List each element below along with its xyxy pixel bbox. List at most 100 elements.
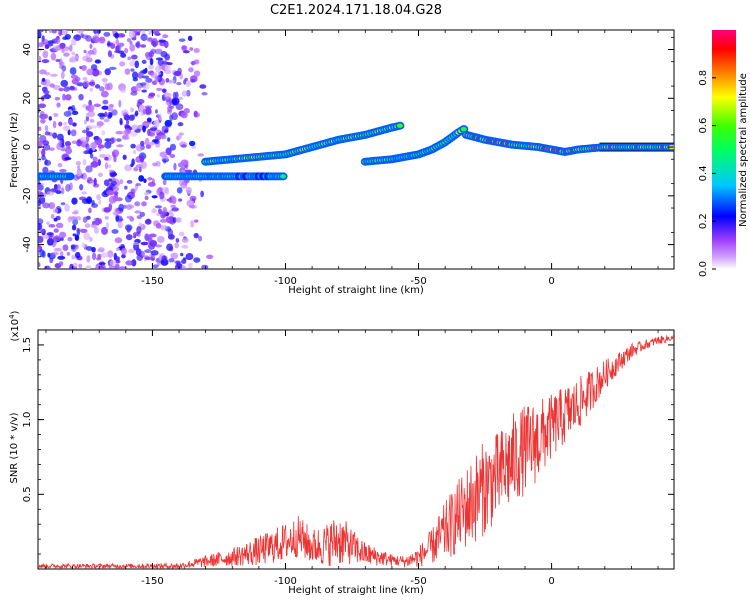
noise-blob	[75, 216, 82, 221]
noise-blob	[80, 136, 87, 142]
noise-blob	[85, 127, 90, 133]
noise-blob	[98, 86, 105, 92]
noise-blob	[125, 234, 133, 241]
snr-series-line	[38, 335, 674, 569]
noise-blob	[176, 82, 182, 86]
noise-blob	[164, 119, 173, 127]
noise-blob	[160, 134, 167, 140]
noise-blob	[104, 138, 112, 142]
noise-blob	[87, 110, 96, 118]
noise-blob	[41, 148, 46, 157]
noise-blob	[88, 207, 92, 214]
noise-blob	[44, 131, 51, 136]
noise-blob	[39, 228, 47, 234]
noise-blob	[98, 199, 102, 205]
noise-blob	[64, 140, 71, 147]
noise-blob	[152, 264, 159, 269]
noise-blob	[114, 237, 123, 244]
noise-blob	[76, 139, 82, 147]
colorbar-ticks: 0.0 0.2 0.4 0.6 0.8	[698, 70, 716, 277]
noise-blob	[73, 262, 78, 269]
noise-blob	[155, 244, 163, 248]
noise-blob	[70, 55, 79, 60]
noise-blob	[138, 175, 145, 182]
noise-blob	[193, 70, 201, 77]
noise-blob	[85, 57, 93, 63]
noise-blob	[42, 113, 49, 119]
noise-blob	[82, 216, 88, 223]
noise-blob	[178, 198, 183, 202]
noise-blob	[38, 140, 43, 149]
noise-blob	[53, 228, 59, 233]
noise-blob	[104, 216, 109, 220]
noise-blob	[147, 177, 153, 181]
noise-blob	[83, 119, 88, 125]
y-tick-label: -40	[22, 236, 33, 252]
noise-blob	[120, 52, 127, 58]
noise-blob	[182, 50, 190, 54]
noise-blob	[148, 233, 157, 238]
noise-blob	[41, 38, 49, 45]
noise-blob	[184, 169, 193, 173]
noise-blob	[89, 118, 95, 123]
noise-blob	[152, 37, 158, 42]
noise-blob	[151, 208, 157, 214]
noise-blob	[56, 102, 61, 108]
noise-blob	[88, 147, 93, 155]
noise-blob	[104, 111, 108, 118]
snr-panel: -150 -100 -50 0 0.5 1.0 1.5 Height of straight…	[8, 310, 675, 596]
noise-blob	[181, 244, 189, 249]
noise-blob	[43, 93, 52, 100]
noise-blob	[126, 37, 132, 43]
noise-blob	[100, 90, 109, 98]
noise-blob	[134, 110, 139, 117]
noise-blob	[167, 234, 175, 240]
noise-blob	[180, 111, 188, 119]
spectrogram-axes: -150 -100 -50 0 -40 -20 0 20 40	[22, 30, 674, 287]
noise-blob	[67, 129, 71, 136]
noise-blob	[79, 66, 83, 70]
noise-blob	[44, 44, 50, 50]
noise-blob	[121, 253, 126, 259]
noise-blob	[119, 117, 123, 125]
noise-blob	[122, 154, 127, 160]
noise-blob	[175, 261, 181, 265]
figure-title: C2E1.2024.171.18.04.G28	[270, 3, 442, 18]
noise-blob	[169, 143, 177, 151]
noise-blob	[85, 165, 93, 173]
colorbar-tick-label: 0.4	[698, 165, 709, 181]
noise-blob	[181, 45, 188, 51]
noise-blob	[46, 191, 54, 196]
noise-blob	[206, 254, 214, 259]
noise-blob	[171, 97, 180, 106]
noise-blob	[115, 130, 124, 135]
y-tick-label: 1.5	[22, 337, 33, 353]
noise-blob	[113, 190, 119, 196]
noise-blob	[135, 84, 142, 92]
noise-blob	[38, 235, 44, 244]
noise-blob	[107, 40, 111, 48]
noise-blob	[165, 216, 171, 223]
noise-blob	[154, 48, 163, 55]
noise-blob	[40, 118, 46, 123]
noise-blob	[95, 217, 101, 226]
noise-blob	[81, 191, 87, 195]
noise-blob	[115, 38, 120, 46]
noise-blob	[39, 69, 47, 75]
noise-blob	[148, 242, 156, 250]
noise-blob	[85, 143, 90, 150]
noise-blob	[38, 30, 42, 39]
noise-blob	[129, 44, 136, 52]
noise-blob	[54, 96, 61, 101]
noise-blob	[150, 254, 156, 262]
noise-blob	[163, 158, 167, 164]
noise-blob	[89, 87, 93, 92]
noise-blob	[38, 149, 42, 154]
noise-blob	[60, 147, 67, 152]
noise-blob	[63, 52, 70, 57]
noise-blob	[154, 205, 163, 209]
spectral-ridge	[461, 130, 674, 156]
snr-axes: -150 -100 -50 0 0.5 1.0 1.5	[22, 330, 674, 587]
noise-blob	[170, 195, 175, 199]
noise-blob	[87, 104, 95, 113]
